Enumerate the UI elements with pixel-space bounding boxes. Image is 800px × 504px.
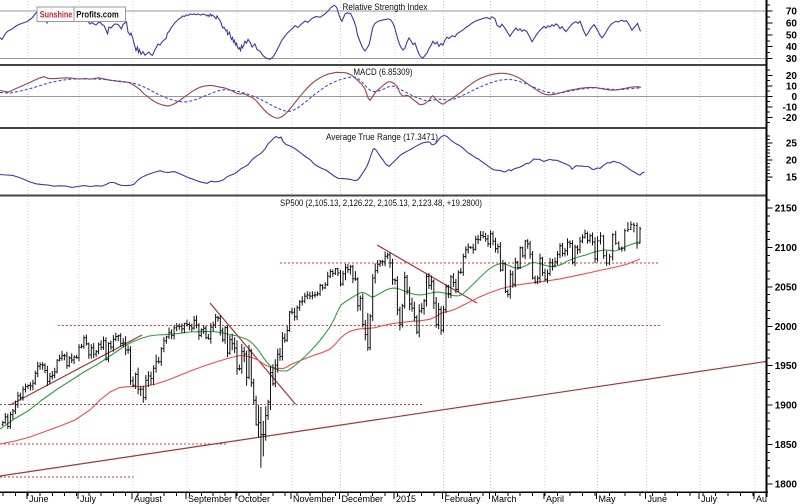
- svg-text:2050: 2050: [775, 282, 798, 293]
- svg-text:25: 25: [786, 139, 798, 150]
- svg-text:Relative Strength Index: Relative Strength Index: [343, 2, 428, 12]
- svg-text:July: July: [80, 494, 97, 504]
- svg-text:0: 0: [791, 92, 797, 103]
- svg-text:May: May: [599, 494, 617, 504]
- svg-text:2000: 2000: [775, 322, 798, 333]
- svg-text:April: April: [546, 494, 564, 504]
- svg-text:20: 20: [786, 156, 798, 167]
- svg-text:Sunshine: Sunshine: [40, 9, 73, 20]
- svg-text:June: June: [648, 494, 668, 504]
- svg-text:March: March: [492, 494, 517, 504]
- svg-text:1900: 1900: [775, 401, 798, 412]
- svg-text:Au: Au: [756, 494, 767, 504]
- svg-text:40: 40: [786, 42, 798, 53]
- svg-text:1850: 1850: [775, 440, 798, 451]
- svg-text:50: 50: [786, 30, 798, 41]
- svg-text:-20: -20: [783, 113, 798, 124]
- svg-text:15: 15: [786, 173, 798, 184]
- svg-text:10: 10: [786, 81, 798, 92]
- svg-text:Average True Range (17.3471): Average True Range (17.3471): [326, 132, 438, 142]
- svg-text:December: December: [342, 494, 384, 504]
- svg-text:60: 60: [786, 18, 798, 29]
- svg-text:2100: 2100: [775, 243, 798, 254]
- svg-text:1950: 1950: [775, 361, 798, 372]
- svg-text:July: July: [701, 494, 718, 504]
- svg-text:February: February: [445, 494, 482, 504]
- svg-text:October: October: [238, 494, 270, 504]
- svg-text:70: 70: [786, 7, 798, 18]
- svg-text:September: September: [188, 494, 232, 504]
- svg-text:2015: 2015: [396, 494, 416, 504]
- svg-text:August: August: [134, 494, 163, 504]
- svg-text:2150: 2150: [775, 204, 798, 215]
- svg-text:June: June: [29, 494, 49, 504]
- svg-text:MACD (6.85309): MACD (6.85309): [354, 67, 413, 77]
- svg-text:1800: 1800: [775, 480, 798, 491]
- svg-text:30: 30: [786, 54, 798, 65]
- svg-text:SP500 (2,105.13, 2,126.22, 2,1: SP500 (2,105.13, 2,126.22, 2,105.13, 2,1…: [280, 198, 482, 208]
- svg-text:-10: -10: [783, 102, 798, 113]
- svg-text:20: 20: [786, 71, 798, 82]
- svg-text:Profits.com: Profits.com: [76, 9, 119, 20]
- svg-text:November: November: [293, 494, 335, 504]
